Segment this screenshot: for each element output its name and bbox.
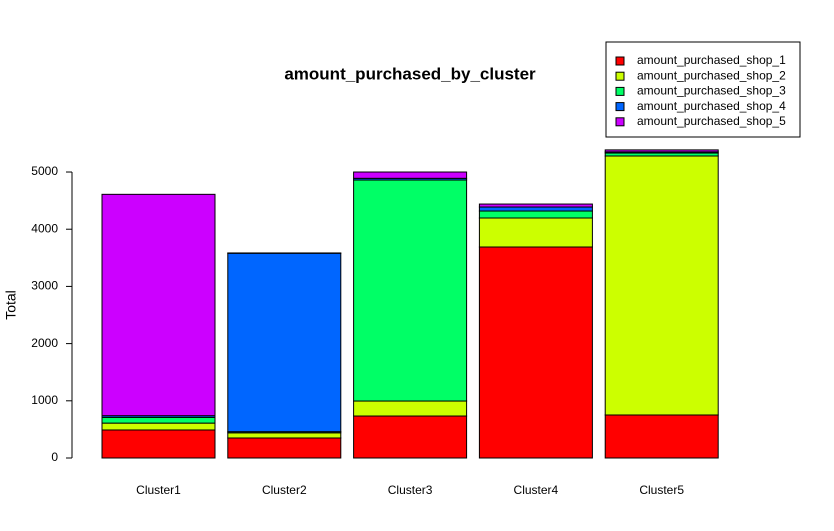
bar-segment xyxy=(227,252,342,433)
x-tick-label: Cluster1 xyxy=(136,483,181,497)
y-tick-label: 4000 xyxy=(31,221,58,235)
bar-segment xyxy=(353,179,468,402)
bar-segment xyxy=(227,437,342,459)
bar-segment xyxy=(353,171,468,179)
legend-label: amount_purchased_shop_1 xyxy=(637,53,786,67)
y-tick-label: 5000 xyxy=(31,164,58,178)
legend-swatch xyxy=(615,102,625,112)
x-tick-label: Cluster2 xyxy=(262,483,307,497)
chart-title: amount_purchased_by_cluster xyxy=(284,64,536,83)
legend-box xyxy=(605,41,801,138)
y-tick-label: 2000 xyxy=(31,336,58,350)
bar-segment xyxy=(478,206,593,212)
bar-segment xyxy=(101,429,216,459)
legend-label: amount_purchased_shop_4 xyxy=(637,99,786,113)
legend-label: amount_purchased_shop_2 xyxy=(637,68,786,82)
bar-segment xyxy=(478,246,593,459)
x-tick-label: Cluster5 xyxy=(639,483,684,497)
bar-segment xyxy=(101,416,216,424)
y-tick-label: 3000 xyxy=(31,279,58,293)
bar-segment xyxy=(227,432,342,439)
y-tick-label: 0 xyxy=(51,450,58,464)
x-tick-label: Cluster4 xyxy=(514,483,559,497)
legend-swatch xyxy=(615,71,625,81)
y-axis-label: Total xyxy=(3,290,19,320)
y-tick-label: 1000 xyxy=(31,393,58,407)
bar-segment xyxy=(353,400,468,417)
bar-segment xyxy=(604,149,719,153)
legend-swatch xyxy=(615,86,625,96)
legend-label: amount_purchased_shop_5 xyxy=(637,114,786,128)
bar-segment xyxy=(101,422,216,431)
bar-segment xyxy=(478,203,593,208)
legend-swatch xyxy=(615,117,625,127)
bar-segment xyxy=(478,210,593,219)
legend-swatch xyxy=(615,56,625,66)
bar-segment xyxy=(101,193,216,417)
bar-segment xyxy=(478,217,593,248)
x-tick-label: Cluster3 xyxy=(388,483,433,497)
bar-segment xyxy=(604,155,719,416)
bar-segment xyxy=(604,414,719,459)
legend-label: amount_purchased_shop_3 xyxy=(637,84,786,98)
bar-segment xyxy=(353,415,468,459)
